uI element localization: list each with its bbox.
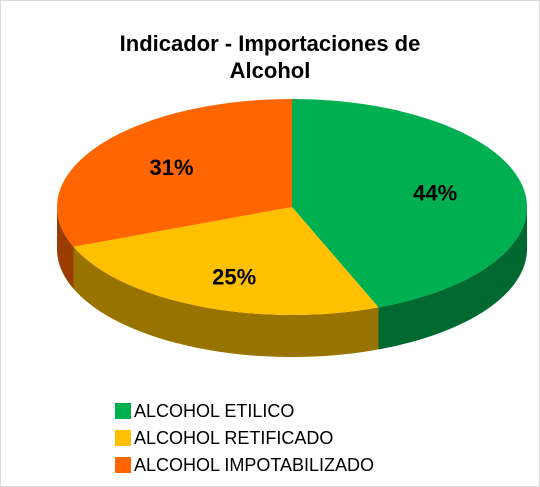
legend-label: ALCOHOL IMPOTABILIZADO xyxy=(134,455,374,475)
legend-swatch xyxy=(115,403,131,419)
slice-side-shade xyxy=(378,207,527,350)
slice-side xyxy=(73,246,379,357)
legend-label: ALCOHOL RETIFICADO xyxy=(134,428,333,448)
slice-side-shade xyxy=(57,207,74,289)
legend-swatch xyxy=(115,457,131,473)
data-label: 31% xyxy=(149,155,193,180)
legend-label: ALCOHOL ETILICO xyxy=(134,401,294,421)
slice-side xyxy=(57,207,74,289)
slice-side xyxy=(378,207,527,350)
slice-side-shade xyxy=(73,246,379,357)
pie-slice xyxy=(56,99,293,247)
pie-slice xyxy=(73,207,379,315)
data-label: 25% xyxy=(212,264,256,289)
chart-title: Alcohol xyxy=(230,58,311,83)
legend-swatch xyxy=(115,430,131,446)
chart-title: Indicador - Importaciones de xyxy=(120,31,421,56)
data-label: 44% xyxy=(413,180,457,205)
pie-slice xyxy=(292,99,527,308)
